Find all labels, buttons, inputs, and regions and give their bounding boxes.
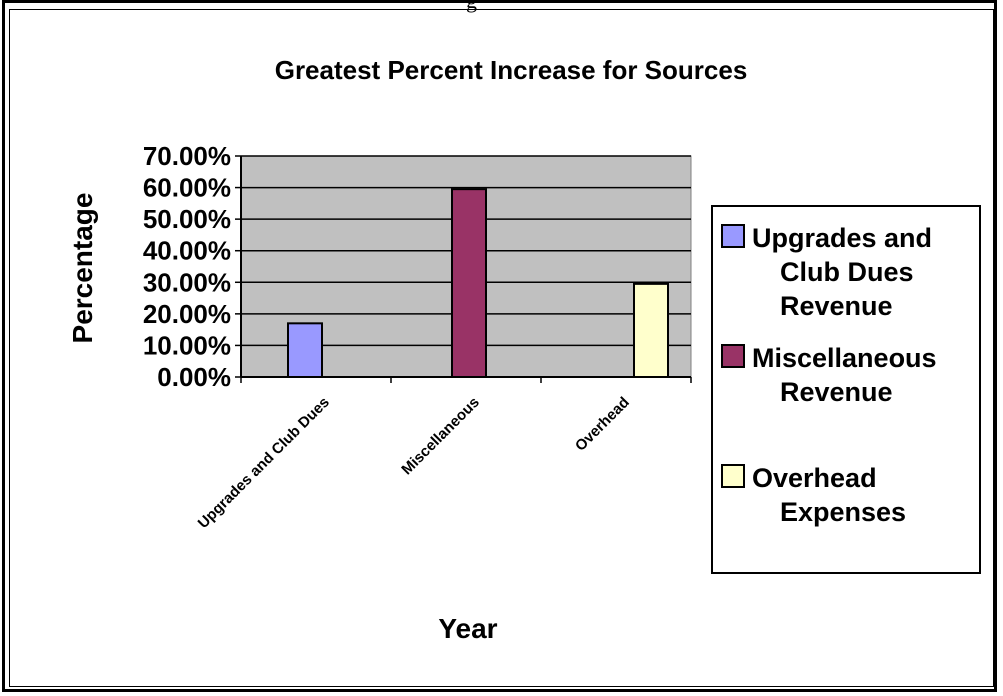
legend-label: Overhead Expenses bbox=[752, 463, 906, 527]
bar bbox=[287, 322, 323, 379]
x-tick-label: Miscellaneous bbox=[398, 394, 483, 479]
legend-label-line: Overhead bbox=[752, 463, 877, 493]
clipped-heading-fragment: g bbox=[466, 0, 477, 13]
y-tick-label: 0.00% bbox=[157, 362, 231, 392]
legend-label: Upgrades and Club Dues Revenue bbox=[752, 223, 932, 321]
y-tick-label: 70.00% bbox=[143, 141, 231, 171]
x-axis-label: Year bbox=[438, 613, 497, 644]
y-tick-label: 30.00% bbox=[143, 267, 231, 297]
legend-label: Miscellaneous Revenue bbox=[752, 343, 937, 407]
legend: Upgrades and Club Dues RevenueMiscellaneou… bbox=[711, 205, 981, 574]
bar bbox=[633, 282, 669, 378]
plot-area: 0.00%10.00%20.00%30.00%40.00%50.00%60.00… bbox=[143, 141, 692, 532]
y-tick-label: 20.00% bbox=[143, 299, 231, 329]
chart-title: Greatest Percent Increase for Sources bbox=[275, 55, 748, 85]
legend-label-line: Expenses bbox=[780, 497, 906, 527]
y-axis-label: Percentage bbox=[67, 193, 98, 344]
y-tick-label: 40.00% bbox=[143, 236, 231, 266]
legend-swatch bbox=[721, 344, 745, 368]
bar bbox=[451, 188, 487, 378]
legend-label-line: Miscellaneous bbox=[752, 343, 937, 373]
legend-swatch bbox=[721, 224, 745, 248]
legend-label-line: Club Dues bbox=[780, 257, 914, 287]
legend-label-line: Upgrades and bbox=[752, 223, 932, 253]
y-tick-label: 10.00% bbox=[143, 330, 231, 360]
legend-label-line: Revenue bbox=[780, 291, 893, 321]
y-tick-label: 50.00% bbox=[143, 204, 231, 234]
legend-box bbox=[711, 205, 981, 574]
y-tick-label: 60.00% bbox=[143, 173, 231, 203]
x-tick-label: Upgrades and Club Dues bbox=[195, 394, 333, 532]
legend-label-line: Revenue bbox=[780, 377, 893, 407]
chart-frame-inner bbox=[9, 9, 994, 687]
x-tick-label: Overhead bbox=[572, 394, 633, 455]
legend-swatch bbox=[721, 464, 745, 488]
